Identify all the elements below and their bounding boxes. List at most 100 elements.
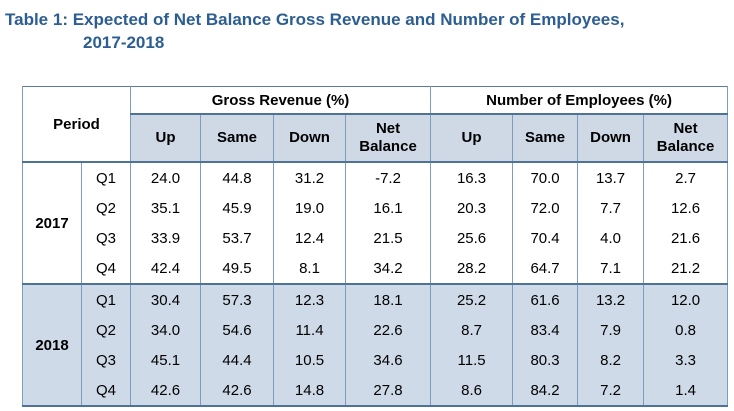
data-cell: 42.6 <box>200 375 274 406</box>
subheader-ne-same: Same <box>512 114 579 163</box>
table-row: Q4 42.4 49.5 8.1 34.2 28.2 64.7 7.1 21.2 <box>23 253 729 284</box>
data-cell: 12.0 <box>643 284 729 315</box>
year-2017-section: 2017 Q1 24.0 44.8 31.2 -7.2 16.3 70.0 13… <box>22 162 729 284</box>
page-title: Table 1: Expected of Net Balance Gross R… <box>5 8 705 54</box>
period-header: Period <box>22 86 131 163</box>
data-cell: 7.2 <box>577 375 645 406</box>
year-cell: 2018 <box>22 284 82 406</box>
data-cell: 83.4 <box>512 315 579 345</box>
data-cell: 0.8 <box>643 315 729 345</box>
quarter-cell: Q1 <box>81 284 131 315</box>
quarter-cell: Q3 <box>81 223 131 253</box>
data-cell: 3.3 <box>643 345 729 375</box>
data-cell: 54.6 <box>200 315 274 345</box>
data-cell: 27.8 <box>344 375 432 406</box>
table-row: Q3 33.9 53.7 12.4 21.5 25.6 70.4 4.0 21.… <box>23 223 729 253</box>
table-caption-line1: Table 1: Expected of Net Balance Gross R… <box>5 10 625 29</box>
data-cell: 35.1 <box>130 193 201 223</box>
data-cell: 11.5 <box>430 345 514 375</box>
data-cell: 21.5 <box>344 223 432 253</box>
net-balance-table: Period Gross Revenue (%) Number of Emplo… <box>22 86 729 407</box>
data-cell: 70.0 <box>512 162 579 193</box>
data-cell: 2.7 <box>643 162 729 193</box>
data-cell: 20.3 <box>430 193 514 223</box>
data-cell: 28.2 <box>430 253 514 284</box>
table-row: Q2 34.0 54.6 11.4 22.6 8.7 83.4 7.9 0.8 <box>23 315 729 345</box>
data-cell: 25.2 <box>430 284 514 315</box>
data-cell: 19.0 <box>273 193 346 223</box>
sub-header-row: Up Same Down Net Balance Up Same Down Ne… <box>23 114 729 163</box>
data-cell: 24.0 <box>130 162 201 193</box>
data-cell: 10.5 <box>273 345 346 375</box>
data-cell: 84.2 <box>512 375 579 406</box>
year-2018-section: 2018 Q1 30.4 57.3 12.3 18.1 25.2 61.6 13… <box>22 284 729 406</box>
group-header-row: Period Gross Revenue (%) Number of Emplo… <box>22 86 729 163</box>
quarter-cell: Q4 <box>81 253 131 284</box>
quarter-cell: Q4 <box>81 375 131 406</box>
data-cell: 7.7 <box>577 193 645 223</box>
subheader-gr-up: Up <box>130 114 201 163</box>
data-cell: 13.7 <box>577 162 645 193</box>
data-cell: 14.8 <box>273 375 346 406</box>
data-cell: 70.4 <box>512 223 579 253</box>
subheader-ne-net-balance: Net Balance <box>643 114 729 163</box>
data-cell: 64.7 <box>512 253 579 284</box>
data-cell: 57.3 <box>200 284 274 315</box>
data-cell: 12.4 <box>273 223 346 253</box>
data-cell: 16.1 <box>344 193 432 223</box>
data-cell: 45.1 <box>130 345 201 375</box>
subheader-ne-down: Down <box>577 114 645 163</box>
data-cell: 80.3 <box>512 345 579 375</box>
data-cell: 34.2 <box>344 253 432 284</box>
data-cell: -7.2 <box>344 162 432 193</box>
table-row: 2017 Q1 24.0 44.8 31.2 -7.2 16.3 70.0 13… <box>22 162 729 284</box>
table-row: Q2 35.1 45.9 19.0 16.1 20.3 72.0 7.7 12.… <box>23 193 729 223</box>
table-caption-line2: 2017-2018 <box>83 33 165 52</box>
data-cell: 33.9 <box>130 223 201 253</box>
data-cell: 22.6 <box>344 315 432 345</box>
data-cell: 13.2 <box>577 284 645 315</box>
data-cell: 18.1 <box>344 284 432 315</box>
data-cell: 53.7 <box>200 223 274 253</box>
data-cell: 42.4 <box>130 253 201 284</box>
data-cell: 30.4 <box>130 284 201 315</box>
quarter-cell: Q2 <box>81 315 131 345</box>
table-row: 2018 Q1 30.4 57.3 12.3 18.1 25.2 61.6 13… <box>22 284 729 406</box>
data-cell: 44.4 <box>200 345 274 375</box>
data-cell: 34.6 <box>344 345 432 375</box>
data-cell: 8.1 <box>273 253 346 284</box>
data-cell: 8.6 <box>430 375 514 406</box>
data-cell: 44.8 <box>200 162 274 193</box>
data-cell: 12.6 <box>643 193 729 223</box>
year-cell: 2017 <box>22 162 82 284</box>
data-cell: 25.6 <box>430 223 514 253</box>
data-cell: 31.2 <box>273 162 346 193</box>
data-cell: 21.6 <box>643 223 729 253</box>
data-cell: 49.5 <box>200 253 274 284</box>
data-cell: 45.9 <box>200 193 274 223</box>
table-row: Q3 45.1 44.4 10.5 34.6 11.5 80.3 8.2 3.3 <box>23 345 729 375</box>
data-cell: 7.1 <box>577 253 645 284</box>
data-cell: 34.0 <box>130 315 201 345</box>
data-cell: 72.0 <box>512 193 579 223</box>
data-cell: 8.2 <box>577 345 645 375</box>
quarter-cell: Q2 <box>81 193 131 223</box>
data-cell: 42.6 <box>130 375 201 406</box>
quarter-cell: Q3 <box>81 345 131 375</box>
group-header-gross-revenue: Gross Revenue (%) <box>129 86 432 115</box>
table-row: Q4 42.6 42.6 14.8 27.8 8.6 84.2 7.2 1.4 <box>23 375 729 406</box>
subheader-ne-up: Up <box>430 114 514 163</box>
group-header-employees: Number of Employees (%) <box>430 86 729 115</box>
data-cell: 11.4 <box>273 315 346 345</box>
data-cell: 21.2 <box>643 253 729 284</box>
subheader-gr-down: Down <box>273 114 346 163</box>
data-cell: 7.9 <box>577 315 645 345</box>
subheader-gr-same: Same <box>200 114 274 163</box>
data-cell: 16.3 <box>430 162 514 193</box>
quarter-cell: Q1 <box>81 162 131 193</box>
data-cell: 8.7 <box>430 315 514 345</box>
data-cell: 4.0 <box>577 223 645 253</box>
data-cell: 61.6 <box>512 284 579 315</box>
data-cell: 12.3 <box>273 284 346 315</box>
